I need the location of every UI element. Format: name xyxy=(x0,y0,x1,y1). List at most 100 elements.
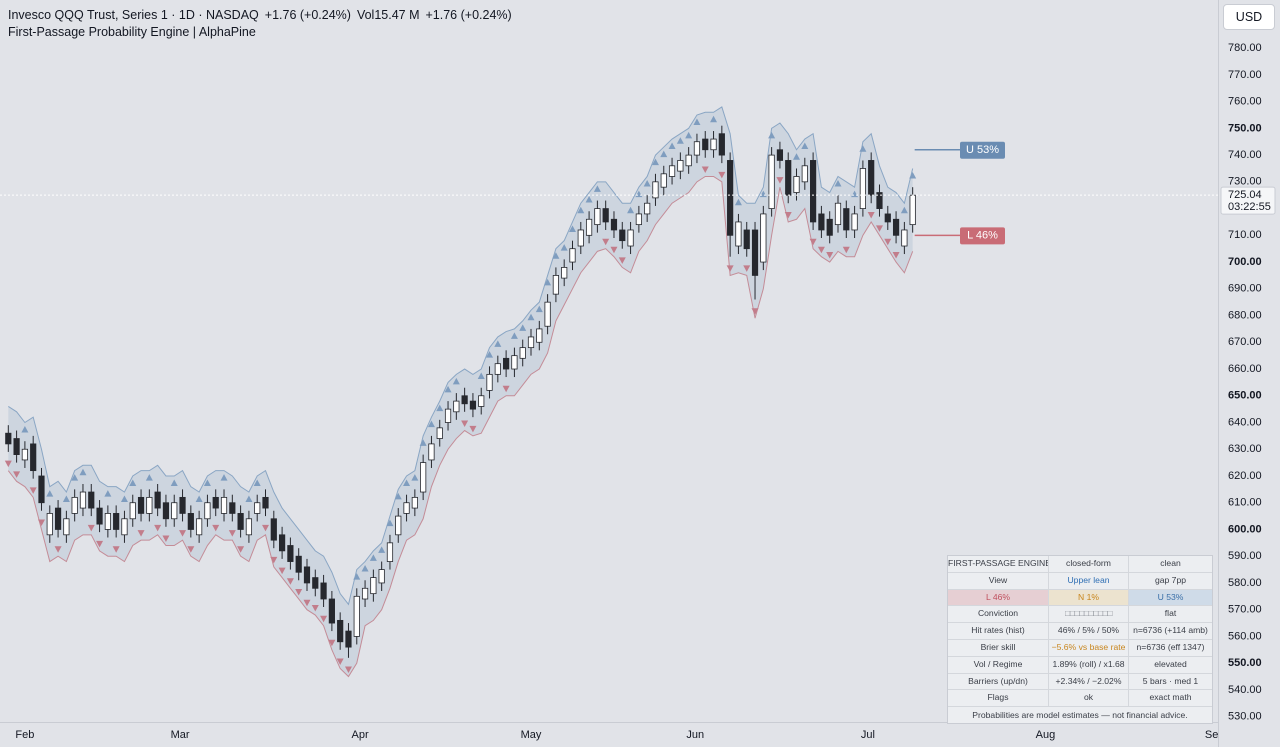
candle-body xyxy=(212,496,219,509)
signal-down xyxy=(37,519,45,526)
table-cell: FIRST-PASSAGE ENGINE xyxy=(948,556,1049,572)
signal-up xyxy=(859,145,867,152)
table-cell: closed-form xyxy=(1049,556,1129,572)
signal-down xyxy=(701,166,709,173)
table-row: Barriers (up/dn) +2.34% / −2.02% 5 bars · … xyxy=(948,673,1212,691)
candle-body xyxy=(453,400,460,413)
signal-down xyxy=(54,546,62,553)
signal-down xyxy=(784,211,792,219)
signal-down xyxy=(618,257,626,264)
signal-up xyxy=(419,439,427,446)
plot: Feb Mar Apr May Jun Jul Aug Sep U 53% L 46% xyxy=(0,106,1218,741)
candle-body xyxy=(619,229,626,242)
signal-up xyxy=(693,118,701,125)
candle-body xyxy=(187,513,194,530)
candle-body xyxy=(768,154,775,209)
candle-body xyxy=(876,192,883,209)
table-cell: clean xyxy=(1160,558,1181,568)
signal-up xyxy=(643,179,651,187)
signal-up xyxy=(353,573,361,580)
candle-body xyxy=(96,507,103,525)
candle-body xyxy=(859,168,866,209)
y-tick-label: 730.00 xyxy=(1228,176,1262,188)
y-tick-label: 770.00 xyxy=(1228,69,1262,81)
candle-body xyxy=(909,194,916,226)
signal-up xyxy=(79,468,87,476)
signal-down xyxy=(237,546,245,553)
signal-up xyxy=(734,198,742,206)
candle-body xyxy=(121,518,128,536)
signal-down xyxy=(4,460,12,468)
signal-down xyxy=(228,530,236,537)
candle-body xyxy=(577,229,584,247)
candle-body xyxy=(370,577,377,595)
signal-down xyxy=(884,238,892,246)
table-cell: exact math xyxy=(1149,692,1192,703)
signal-down xyxy=(13,471,21,478)
signal-up xyxy=(245,495,253,503)
signal-up xyxy=(394,492,402,500)
signal-up xyxy=(452,377,460,385)
candle-body xyxy=(5,432,12,445)
candle-body xyxy=(428,443,435,461)
table-cell: n=6736 (+114 amb) xyxy=(1133,625,1208,636)
candle-body xyxy=(685,154,692,167)
candle-body xyxy=(63,518,70,536)
signal-down xyxy=(344,666,352,674)
table-cell: ok xyxy=(1049,690,1129,707)
table-row: FIRST-PASSAGE ENGINE closed-form clean xyxy=(948,556,1212,573)
table-cell: Vol / Regime xyxy=(948,656,1049,673)
candle-body xyxy=(561,267,568,279)
candle-body xyxy=(337,619,344,643)
candle-body xyxy=(594,208,601,226)
candle-body xyxy=(345,630,352,648)
currency-button[interactable]: USD xyxy=(1223,4,1275,30)
candle-body xyxy=(71,496,78,514)
barrier-box xyxy=(960,141,1005,159)
candle-body xyxy=(868,160,875,196)
y-tick-label: 740.00 xyxy=(1228,149,1262,161)
candle-body xyxy=(826,218,833,236)
signal-down xyxy=(295,588,303,596)
signal-up xyxy=(378,546,386,553)
candle-body xyxy=(403,502,410,514)
candle-body xyxy=(196,518,203,536)
y-tick-label: 570.00 xyxy=(1228,604,1262,616)
candle-body xyxy=(444,408,452,423)
table-cell: +2.34% / −2.02% xyxy=(1049,673,1129,690)
candle-body xyxy=(303,566,311,584)
signal-up xyxy=(593,185,601,192)
x-tick-label: May xyxy=(521,729,542,741)
candle-body xyxy=(229,502,236,514)
candle-body xyxy=(171,502,178,520)
signal-up xyxy=(519,324,527,331)
signal-down xyxy=(502,385,510,393)
candle-body xyxy=(146,496,153,514)
signal-down xyxy=(328,639,336,647)
candle-body xyxy=(262,496,269,509)
candle-body xyxy=(320,582,327,600)
candle-body xyxy=(818,213,825,231)
signal-up xyxy=(386,519,394,527)
table-cell: □□□□□□□□□□ xyxy=(1049,606,1129,623)
signal-up xyxy=(203,479,211,486)
candle-body xyxy=(486,373,493,391)
table-cell: View xyxy=(948,572,1049,589)
signal-down xyxy=(826,252,834,259)
signal-down xyxy=(726,265,734,272)
signal-up xyxy=(710,115,718,123)
signal-up xyxy=(195,495,203,503)
signal-down xyxy=(303,599,311,607)
y-tick-label: 620.00 xyxy=(1228,470,1262,482)
candle-body xyxy=(677,160,684,172)
barrier-label: L 46% xyxy=(967,230,998,242)
signal-down xyxy=(842,246,850,254)
signal-down xyxy=(137,530,145,537)
last-price-box xyxy=(1220,186,1276,215)
candle-body xyxy=(179,496,186,514)
candle-body xyxy=(386,542,394,562)
y-tick-label: 680.00 xyxy=(1228,309,1262,321)
signal-up xyxy=(253,479,261,486)
signal-up xyxy=(793,153,801,160)
